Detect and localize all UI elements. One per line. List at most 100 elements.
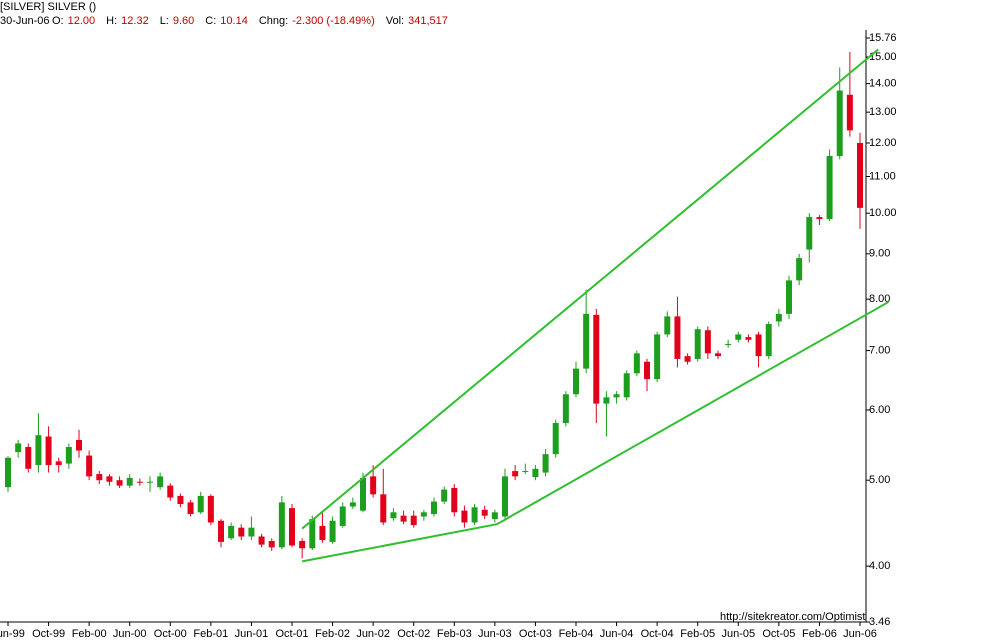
- candle-body: [431, 501, 437, 514]
- info-label: L:: [160, 15, 169, 27]
- trendline: [301, 301, 889, 563]
- y-tick-label: 6.00: [869, 404, 890, 416]
- candle-body: [562, 394, 569, 424]
- candle-body: [735, 334, 742, 340]
- y-tick-label: 15.76: [869, 32, 897, 44]
- candle-body: [502, 476, 508, 517]
- candle-body: [694, 329, 701, 359]
- candle-body: [258, 536, 265, 545]
- candle-body: [664, 316, 671, 335]
- candle-body: [633, 353, 640, 374]
- candle-body: [116, 480, 123, 486]
- x-tick-label: Oct-04: [641, 628, 674, 640]
- candle-body: [593, 314, 600, 404]
- x-tick-label: Feb-06: [802, 628, 837, 640]
- info-value: 341,517: [408, 15, 448, 27]
- candle-body: [491, 512, 498, 520]
- candle-body: [268, 540, 275, 548]
- x-tick-label: Jun-02: [356, 628, 390, 640]
- candle-body: [826, 156, 833, 220]
- candle-body: [360, 477, 366, 511]
- candle-body: [512, 471, 519, 477]
- y-tick-label: 15.00: [869, 51, 897, 63]
- candle-body: [370, 476, 377, 495]
- candle-body: [126, 477, 133, 486]
- candle-body: [623, 373, 630, 398]
- candle-body: [857, 142, 863, 208]
- candle-body: [674, 316, 681, 359]
- candle-body: [775, 313, 782, 322]
- candle-body: [400, 515, 407, 522]
- candle-body: [76, 439, 82, 451]
- candle-body: [410, 515, 417, 526]
- x-tick-label: Jun-03: [478, 628, 512, 640]
- candle-body: [725, 344, 732, 346]
- candle-body: [704, 330, 711, 354]
- date: 30-Jun-06: [0, 15, 50, 27]
- candle-body: [5, 457, 11, 488]
- y-tick-label: 14.00: [869, 78, 897, 90]
- x-tick-label: Feb-04: [559, 628, 594, 640]
- watermark: http://sitekreator.com/Optimist: [720, 611, 866, 623]
- candle-body: [45, 436, 52, 466]
- candle-body: [715, 353, 721, 357]
- x-tick-label: Oct-03: [519, 628, 552, 640]
- candle-body: [319, 525, 326, 541]
- candle-body: [96, 474, 103, 481]
- candle-body: [65, 446, 72, 464]
- y-tick-label: 5.00: [869, 474, 890, 486]
- x-tick-label: Oct-99: [32, 628, 65, 640]
- y-tick-label: 13.00: [869, 106, 897, 118]
- info-label: C:: [205, 15, 216, 27]
- candle-body: [380, 494, 387, 523]
- candle-body: [684, 356, 691, 362]
- x-tick-label: Oct-01: [275, 628, 308, 640]
- y-tick-label: 11.00: [869, 170, 896, 182]
- candle-body: [573, 368, 579, 395]
- x-tick-label: Jun-01: [235, 628, 269, 640]
- candle-body: [451, 487, 458, 513]
- candle-body: [25, 446, 32, 469]
- candle-body: [471, 507, 478, 523]
- candle-body: [816, 217, 823, 220]
- candle-body: [461, 510, 468, 523]
- x-tick-label: Feb-02: [315, 628, 350, 640]
- candle-body: [613, 394, 620, 398]
- candle-body: [86, 455, 93, 477]
- candle-body: [167, 485, 174, 498]
- x-tick-label: Feb-00: [72, 628, 107, 640]
- candle-body: [390, 512, 397, 519]
- candle-body: [644, 361, 650, 380]
- candle-body: [106, 476, 113, 482]
- candle-body: [207, 495, 214, 523]
- candle-body: [481, 509, 488, 516]
- y-tick-label: 9.00: [869, 248, 890, 260]
- candle-body: [278, 502, 285, 548]
- info-label: Vol:: [386, 15, 404, 27]
- info-label: H:: [106, 15, 117, 27]
- candle-body: [197, 495, 204, 513]
- candle-body: [55, 461, 62, 466]
- candle-body: [755, 334, 762, 357]
- x-tick-label: Feb-01: [193, 628, 228, 640]
- candle-body: [136, 481, 143, 483]
- x-tick-label: Feb-03: [437, 628, 472, 640]
- trendline: [301, 48, 879, 530]
- candle-body: [15, 443, 22, 452]
- y-tick-label: 8.00: [869, 293, 890, 305]
- x-tick-label: Oct-00: [154, 628, 187, 640]
- candle-body: [836, 90, 843, 157]
- info-label: Chng:: [259, 15, 288, 27]
- candle-body: [228, 525, 235, 539]
- candle-body: [846, 94, 853, 131]
- x-tick-label: Jun-99: [0, 628, 25, 640]
- candle-body: [349, 502, 356, 507]
- candle-body: [339, 506, 346, 526]
- x-tick-label: Oct-02: [397, 628, 430, 640]
- x-tick-label: Feb-05: [680, 628, 715, 640]
- symbol: [SILVER] SILVER (): [0, 1, 96, 13]
- candle-body: [806, 217, 813, 250]
- candle-body: [157, 476, 164, 488]
- info-value: 12.32: [121, 15, 149, 27]
